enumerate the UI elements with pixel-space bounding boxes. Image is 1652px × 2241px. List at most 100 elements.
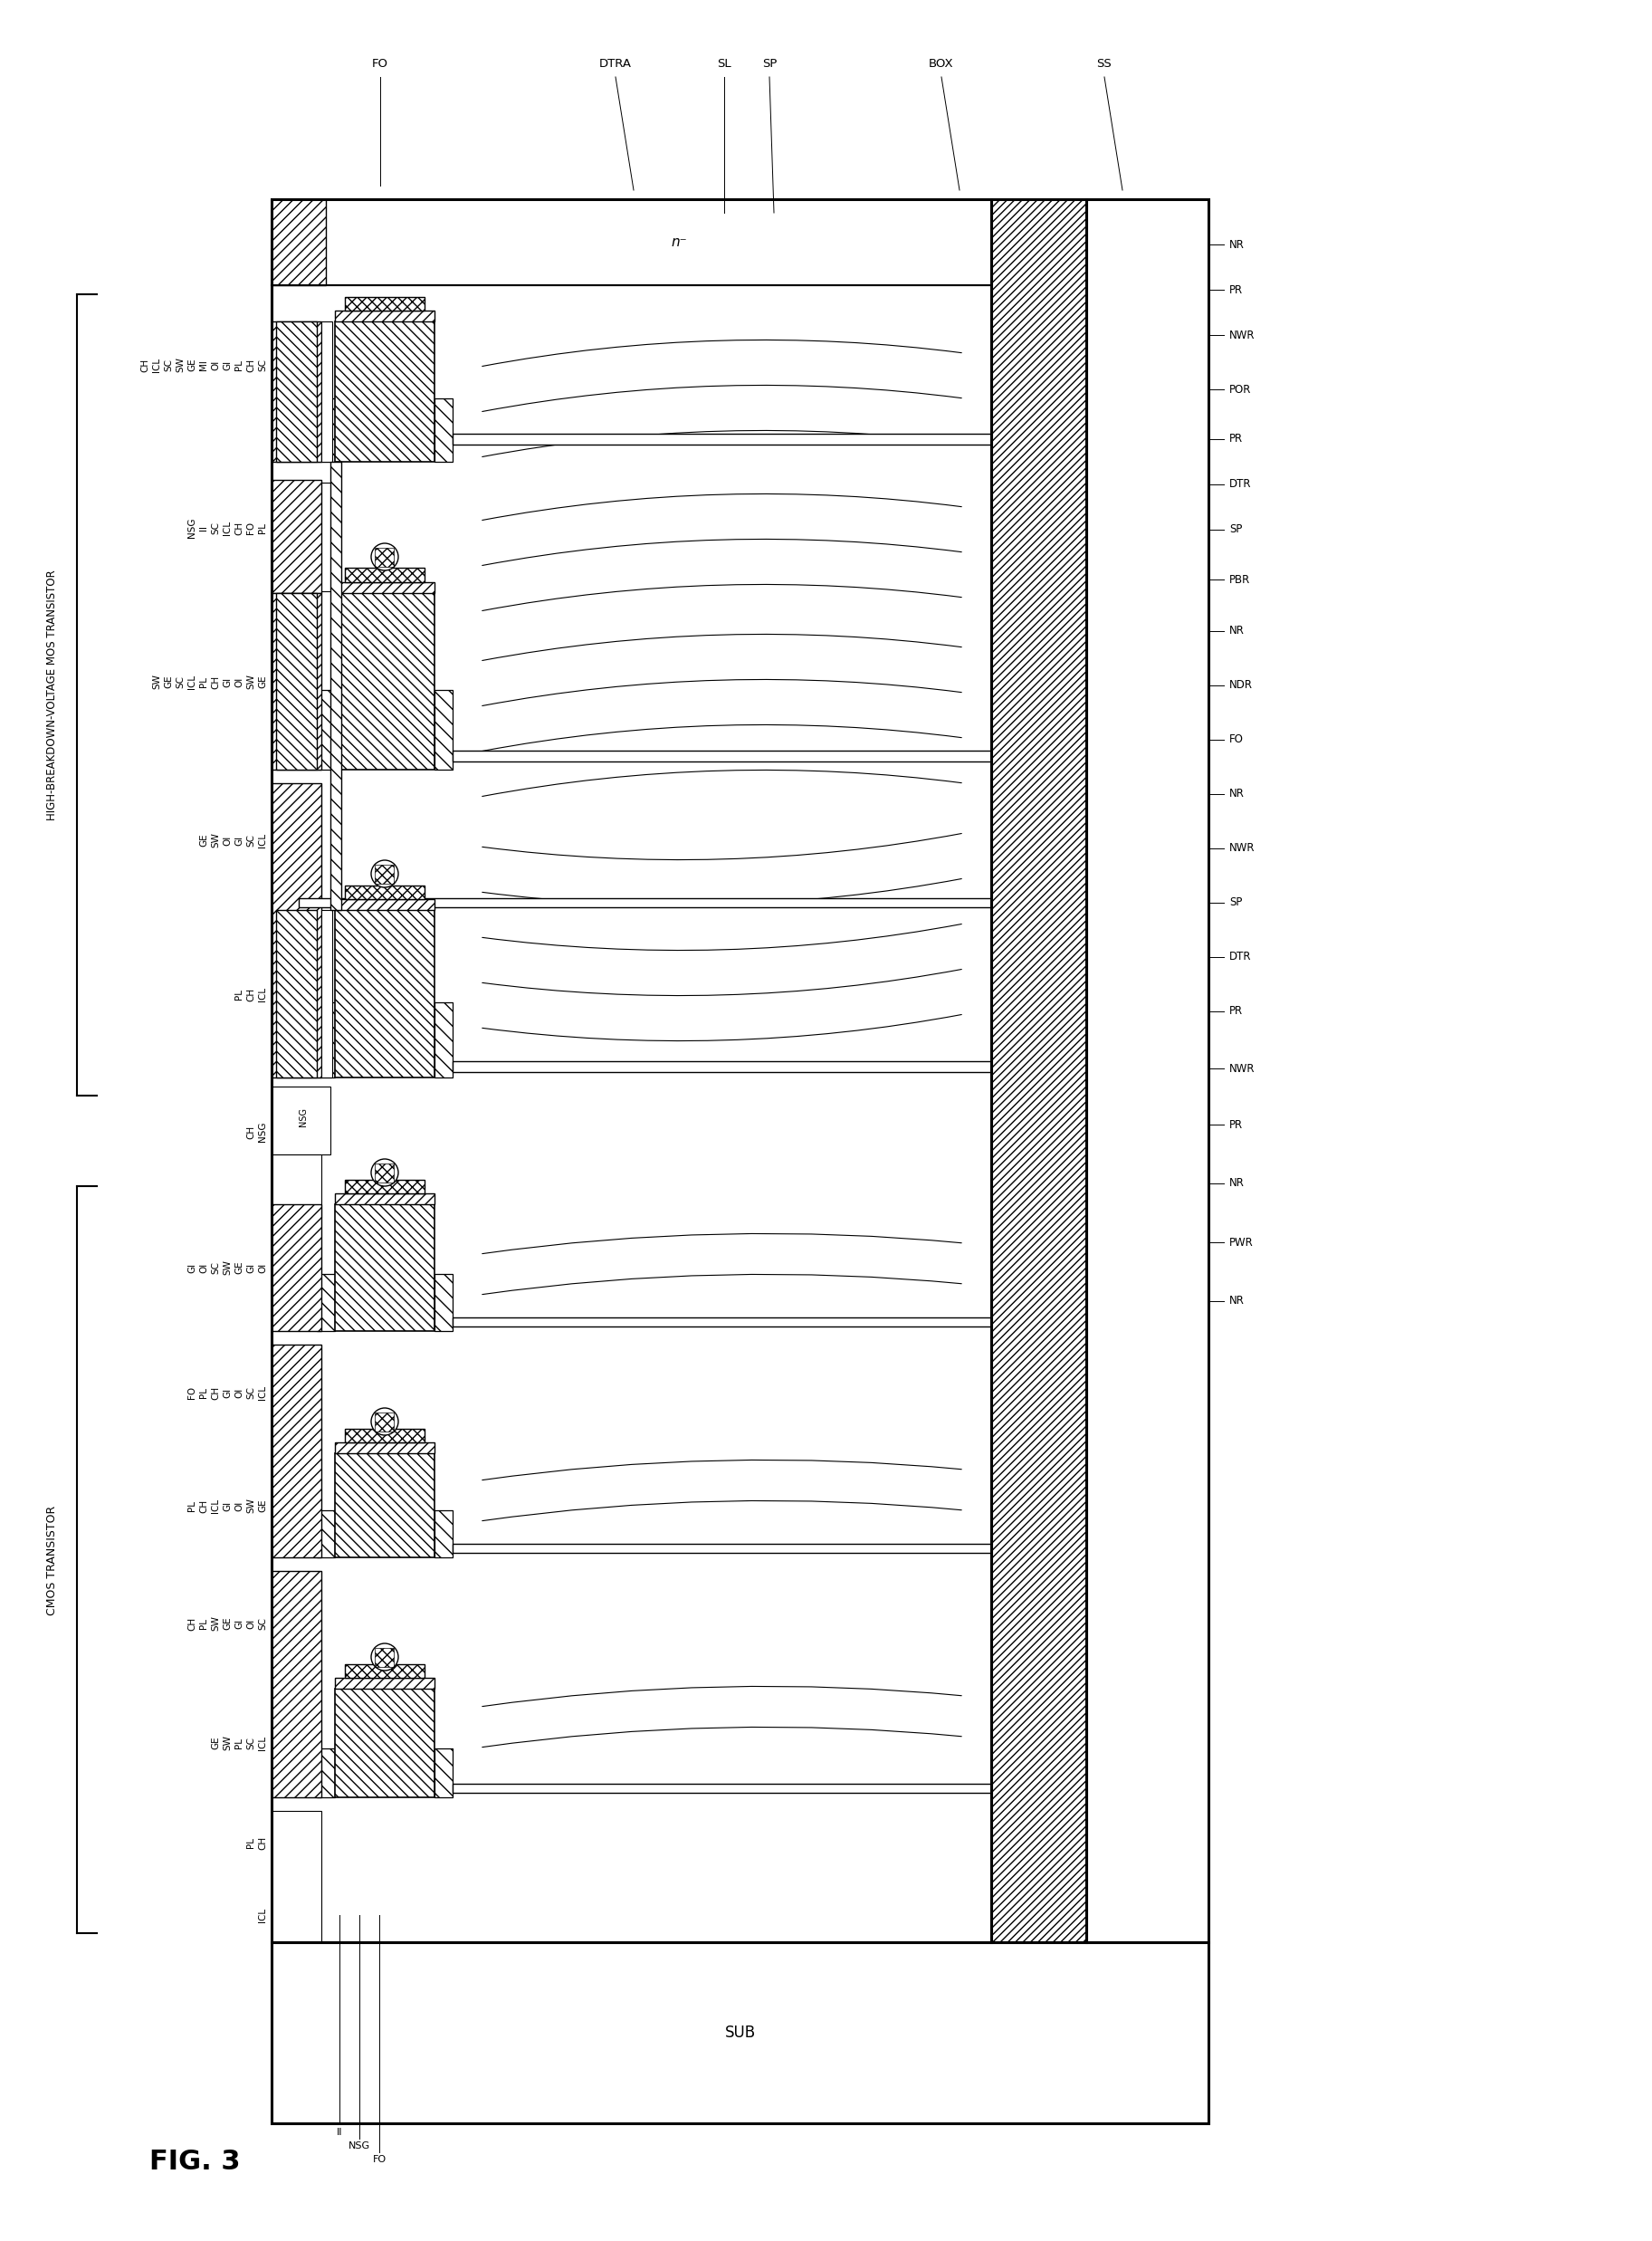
Bar — [271, 320, 322, 462]
Text: SW: SW — [223, 1735, 231, 1750]
Bar — [271, 482, 335, 592]
Bar — [271, 1203, 322, 1331]
Text: SC: SC — [258, 1618, 268, 1629]
Text: CH: CH — [140, 359, 149, 372]
Text: CH: CH — [211, 675, 220, 688]
Text: SL: SL — [717, 58, 732, 69]
Text: CH: CH — [246, 988, 256, 1002]
Text: NWR: NWR — [1229, 843, 1256, 854]
Text: GI: GI — [235, 1618, 243, 1629]
Bar — [434, 1002, 453, 1078]
Text: CH: CH — [246, 1125, 256, 1138]
Text: OI: OI — [211, 361, 220, 370]
Bar — [434, 1273, 453, 1331]
Text: SS: SS — [1097, 58, 1112, 69]
Text: OI: OI — [258, 1262, 268, 1273]
Text: GE: GE — [258, 675, 268, 688]
Text: ICL: ICL — [211, 1499, 220, 1513]
Text: SW: SW — [211, 834, 220, 847]
Text: PL: PL — [258, 522, 268, 533]
Text: NSG: NSG — [258, 1123, 268, 1143]
Text: NR: NR — [1229, 625, 1244, 636]
Text: SC: SC — [211, 1262, 220, 1273]
Text: CH: CH — [187, 1616, 197, 1631]
Bar — [375, 1163, 395, 1181]
Text: GI: GI — [223, 1501, 231, 1510]
Text: SC: SC — [258, 359, 268, 372]
Text: SW: SW — [175, 356, 185, 372]
Bar — [453, 1062, 991, 1071]
Bar — [271, 594, 322, 769]
Text: PR: PR — [1229, 1118, 1242, 1129]
Text: GI: GI — [246, 1262, 256, 1273]
Text: HIGH-BREAKDOWN-VOLTAGE MOS TRANSISTOR: HIGH-BREAKDOWN-VOLTAGE MOS TRANSISTOR — [46, 569, 58, 820]
Bar — [271, 1811, 322, 1943]
Bar — [335, 320, 434, 462]
Bar — [434, 1510, 453, 1557]
Text: NSG: NSG — [187, 518, 197, 538]
Text: ICL: ICL — [258, 986, 268, 1002]
Text: SW: SW — [223, 1259, 231, 1275]
Bar — [271, 480, 322, 594]
Bar — [434, 1748, 453, 1797]
Text: NSG: NSG — [299, 1107, 307, 1125]
Bar — [335, 311, 434, 320]
Bar — [317, 1002, 335, 1078]
Bar — [317, 690, 335, 769]
Text: GE: GE — [235, 1262, 243, 1275]
Bar — [434, 399, 453, 462]
Text: ICL: ICL — [258, 834, 268, 847]
Text: CH: CH — [246, 359, 256, 372]
Text: OI: OI — [235, 1387, 243, 1398]
Bar — [335, 899, 434, 910]
Bar — [345, 567, 425, 583]
Text: SC: SC — [164, 359, 173, 372]
Text: SC: SC — [246, 1387, 256, 1398]
Bar — [345, 1179, 425, 1194]
Bar — [271, 1154, 322, 1217]
Bar — [345, 298, 425, 311]
Bar — [453, 1318, 991, 1327]
Bar — [335, 1194, 434, 1203]
Text: SP: SP — [1229, 896, 1242, 908]
Text: ICL: ICL — [258, 1907, 268, 1923]
Text: PWR: PWR — [1229, 1237, 1254, 1248]
Text: DTRA: DTRA — [600, 58, 631, 69]
Circle shape — [372, 542, 398, 571]
Text: SW: SW — [246, 1499, 256, 1513]
Text: OI: OI — [235, 1501, 243, 1510]
Circle shape — [372, 1407, 398, 1434]
Text: SC: SC — [175, 675, 185, 688]
Text: ICL: ICL — [187, 675, 197, 690]
Text: FO: FO — [372, 2156, 387, 2165]
Bar — [322, 320, 332, 462]
Text: GE: GE — [211, 1737, 220, 1750]
Text: FO: FO — [372, 58, 388, 69]
Text: SC: SC — [246, 1737, 256, 1750]
Bar — [271, 1943, 1209, 2122]
Bar — [299, 899, 991, 908]
Text: POR: POR — [1229, 383, 1251, 394]
Text: SW: SW — [152, 675, 162, 690]
Bar — [335, 1443, 434, 1452]
Bar — [453, 1784, 991, 1793]
Text: FIG. 3: FIG. 3 — [149, 2149, 240, 2174]
Text: OI: OI — [235, 677, 243, 688]
Bar — [317, 1748, 335, 1797]
Text: PL: PL — [235, 359, 243, 370]
Bar — [330, 462, 342, 910]
Text: PR: PR — [1229, 285, 1242, 296]
Text: GE: GE — [258, 1499, 268, 1513]
Text: GI: GI — [223, 677, 231, 686]
Bar — [345, 1665, 425, 1679]
Text: SW: SW — [246, 675, 256, 690]
Text: NR: NR — [1229, 1295, 1244, 1307]
Text: NR: NR — [1229, 789, 1244, 800]
Text: PL: PL — [235, 1737, 243, 1748]
Circle shape — [372, 1159, 398, 1185]
Text: II: II — [200, 524, 208, 531]
Bar — [317, 1510, 335, 1557]
Text: MI: MI — [200, 359, 208, 370]
Text: PL: PL — [200, 677, 208, 688]
Text: PL: PL — [200, 1618, 208, 1629]
